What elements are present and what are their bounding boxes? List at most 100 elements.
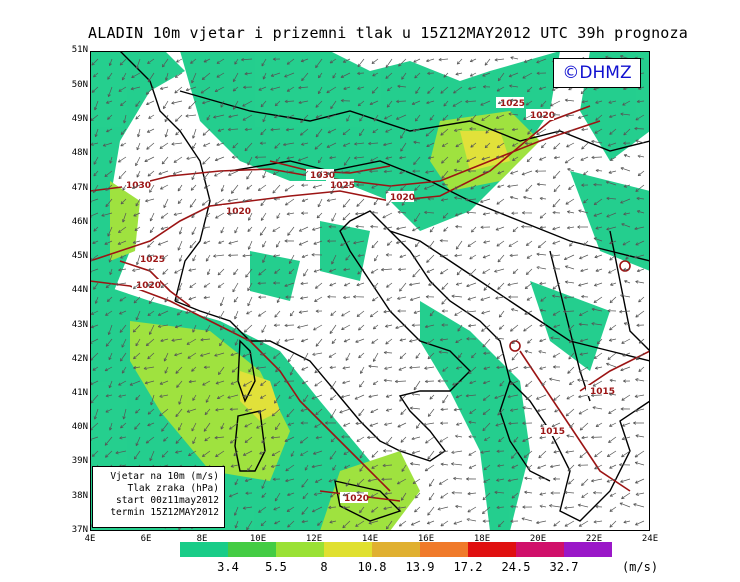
wind-arrow [202,156,211,165]
wind-arrow [230,184,239,194]
wind-arrow [438,350,449,354]
wind-arrow [301,519,309,524]
wind-arrow [401,198,407,206]
wind-arrow [132,282,141,290]
wind-arrow [455,504,463,509]
wind-arrow [456,156,463,163]
wind-arrow [174,114,183,122]
wind-arrow [159,394,169,398]
wind-arrow [426,268,435,273]
wind-arrow [343,338,351,343]
wind-arrow [171,142,183,146]
wind-arrow [608,338,617,342]
wind-arrow [411,323,421,327]
wind-arrow [368,141,379,146]
wind-arrow [577,114,589,119]
wind-arrow [301,72,309,82]
wind-arrow [566,128,575,135]
lat-label: 45N [71,251,88,261]
wind-arrow [284,436,295,442]
wind-arrow [227,394,239,399]
wind-arrow [107,226,113,237]
wind-arrow [621,338,631,344]
wind-arrow [527,464,533,470]
wind-arrow [550,491,560,495]
wind-arrow [480,198,491,203]
wind-arrow [467,169,477,173]
wind-arrow [620,366,631,372]
wind-arrow [146,128,155,133]
wind-arrow [579,310,589,316]
wind-arrow [539,366,547,370]
wind-arrow [327,239,337,243]
lon-label: 14E [361,534,379,544]
wind-arrow [276,338,281,345]
wind-arrow [536,58,547,64]
wind-arrow [609,464,617,469]
wind-arrow [555,128,561,135]
wind-arrow [176,310,183,316]
wind-arrow [289,366,295,376]
wind-arrow [342,505,351,510]
wind-arrow [314,282,323,289]
wind-arrow [482,338,491,348]
colorbar-swatch [516,542,564,557]
wind-arrow [260,198,267,207]
wind-arrow [507,282,519,287]
wind-arrow [371,464,379,469]
wind-arrow [453,408,463,412]
wind-arrow [259,141,267,145]
wind-arrow [499,380,505,387]
wind-arrow [498,324,505,330]
wind-arrow [480,100,491,106]
wind-arrow [521,211,533,215]
wind-arrow [353,240,365,245]
wind-arrow [554,408,561,413]
wind-arrow [245,491,253,495]
wind-arrow [326,142,337,148]
wind-arrow [219,296,225,307]
lat-label: 46N [71,217,88,227]
wind-arrow [276,212,281,219]
wind-arrow [285,295,295,299]
wind-arrow [578,408,589,415]
wind-arrow [637,170,645,177]
wind-arrow [429,226,435,233]
wind-arrow [382,463,393,468]
wind-arrow [384,324,393,328]
wind-arrow [481,156,491,161]
wind-arrow [409,462,421,466]
wind-arrow [607,142,617,147]
wind-arrow [259,226,267,236]
wind-arrow [330,380,337,390]
wind-arrow [300,408,309,412]
map-legend: Vjetar na 10m (m/s) Tlak zraka (hPa) sta… [92,466,225,528]
wind-arrow [443,100,449,107]
wind-arrow [415,352,421,359]
wind-arrow [188,100,197,110]
wind-arrow [634,394,645,398]
wind-arrow [566,226,575,230]
wind-arrow [342,492,351,497]
wind-arrow [356,282,365,287]
wind-arrow [623,184,631,188]
wind-arrow [606,196,617,201]
wind-arrow [284,239,295,243]
wind-arrow [623,154,631,158]
wind-arrow [303,268,309,277]
wind-arrow [608,268,617,274]
wind-arrow [367,435,379,440]
wind-arrow [551,422,561,428]
wind-arrow [634,461,645,466]
wind-arrow [214,170,225,177]
wind-arrow [93,72,99,78]
wind-arrow [288,254,295,264]
wind-arrow [524,476,533,480]
wind-arrow [298,86,309,90]
wind-arrow [635,378,645,382]
wind-arrow [538,86,547,91]
wind-arrow [90,324,99,329]
wind-arrow [497,520,505,528]
wind-arrow [343,422,351,427]
wind-arrow [594,464,603,470]
